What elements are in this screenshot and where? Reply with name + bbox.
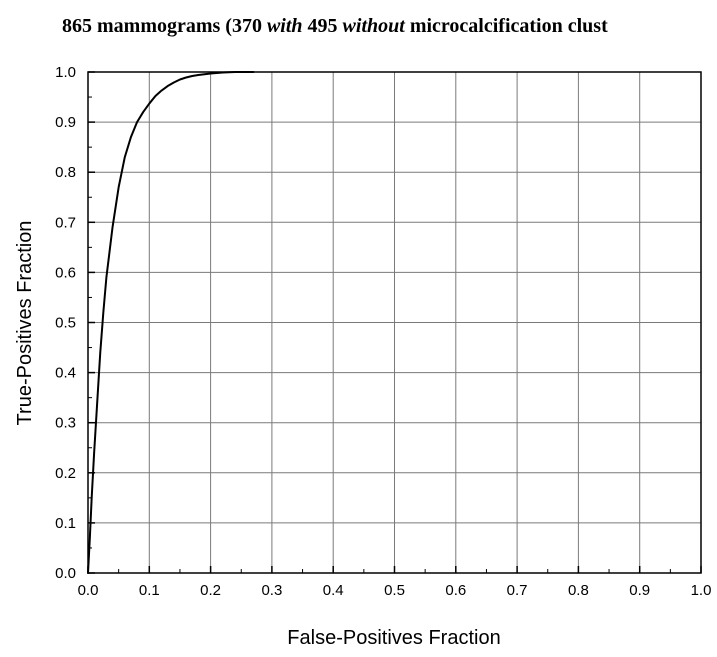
roc-curve-point [179, 78, 181, 81]
tick-labels: 0.0 0.1 0.2 0.3 0.4 0.5 0.6 0.7 0.8 0.9 1.0 0.0 0.1 0… [55, 64, 711, 599]
x-tick-label: 0.1 [139, 582, 160, 599]
roc-curve-point [160, 89, 163, 92]
roc-curve-point [142, 111, 144, 113]
x-tick-label: 0.5 [384, 582, 405, 599]
roc-curve-point [173, 81, 175, 84]
roc-curve-point [136, 121, 138, 123]
roc-curve-point [96, 402, 98, 404]
y-tick-label: 0.6 [55, 264, 76, 281]
x-tick-label: 0.3 [261, 582, 282, 599]
grid-lines [88, 72, 701, 573]
roc-curve-point [154, 95, 157, 97]
roc-curve-point [167, 85, 169, 87]
y-tick-label: 0.4 [55, 365, 76, 382]
y-tick-label: 0.2 [55, 465, 76, 482]
roc-curve-point [111, 226, 114, 228]
y-tick-label: 0.1 [55, 515, 76, 532]
x-tick-label: 0.6 [445, 582, 466, 599]
roc-curve-point [93, 452, 95, 454]
x-tick-label: 0.0 [78, 582, 99, 599]
x-tick-label: 1.0 [691, 582, 712, 599]
y-tick-label: 0.9 [55, 114, 76, 131]
plot-frame [87, 71, 702, 574]
x-axis-label: False-Positives Fraction [287, 627, 500, 649]
y-tick-label: 0.0 [55, 565, 76, 582]
roc-curve-point [105, 276, 107, 279]
roc-curve-point [89, 537, 91, 539]
roc-curve-point [99, 351, 101, 354]
x-tick-label: 0.8 [568, 582, 589, 599]
chart-title: 865 mammograms (370 with 495 without mic… [62, 15, 608, 37]
roc-curve-point [130, 136, 132, 138]
x-tick-label: 0.4 [323, 582, 344, 599]
roc-curve-point [124, 156, 126, 158]
y-tick-label: 0.3 [55, 415, 76, 432]
roc-curve-point [91, 497, 93, 499]
roc-curve-point [118, 186, 120, 188]
roc-curve-point [185, 76, 187, 79]
y-tick-label: 0.5 [55, 315, 76, 332]
y-tick-label: 0.7 [55, 214, 76, 231]
x-tick-label: 0.7 [507, 582, 528, 599]
x-tick-label: 0.2 [200, 582, 221, 599]
roc-curve-point [210, 72, 212, 75]
roc-curve-point [102, 311, 104, 314]
y-tick-label: 0.8 [55, 164, 76, 181]
roc-curve-point [148, 102, 150, 105]
x-tick-label: 0.9 [629, 582, 650, 599]
y-axis-label: True-Positives Fraction [14, 221, 36, 426]
y-tick-label: 1.0 [55, 64, 76, 81]
roc-curve-point [191, 75, 193, 77]
roc-curve-point [197, 74, 199, 76]
